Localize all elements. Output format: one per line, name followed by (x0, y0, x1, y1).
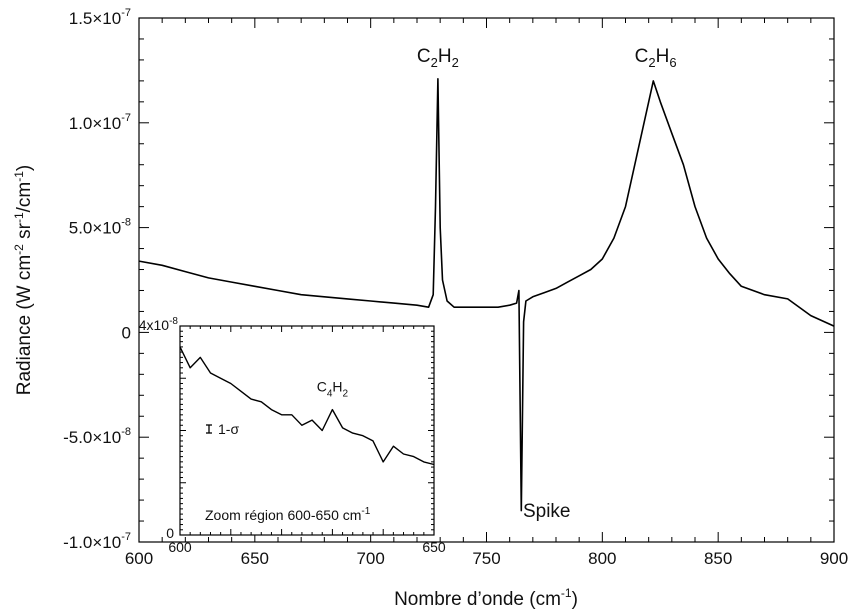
annotation-c2h2-part-0: C (417, 46, 431, 67)
inset-species-part-3: 2 (343, 388, 349, 399)
inset-y-top-label: 4x10-8 (139, 316, 179, 333)
x-tick-label: 900 (820, 549, 848, 568)
y-axis-title: Radiance (W cm-2 sr-1/cm-1) (12, 165, 35, 395)
annotation-c2h6-part-1: 2 (648, 55, 655, 70)
annotation-spike: Spike (523, 501, 571, 522)
annotation-c2h2-part-2: H (438, 46, 452, 67)
x-axis-title-tail: ) (572, 589, 578, 610)
annotation-c2h2-part-3: 2 (452, 55, 459, 70)
main-axis-ticks (138, 17, 835, 543)
x-tick-label: 800 (588, 549, 616, 568)
main-series-layer (138, 78, 835, 512)
inset-frame (179, 325, 435, 536)
y-axis-title-part-2: sr (14, 222, 35, 244)
inset-title: Zoom région 600-650 cm-1 (205, 506, 371, 523)
inset-y-top-mantissa: 4x10 (139, 317, 170, 333)
x-axis-title: Nombre d’onde (cm-1) (394, 586, 578, 610)
x-tick-label: 600 (125, 549, 153, 568)
y-tick-label: 0 (122, 323, 131, 342)
inset-y-bottom-label: 0 (166, 525, 174, 541)
y-tick-mantissa: -1.0×10 (63, 533, 121, 552)
x-tick-label: 750 (472, 549, 500, 568)
inset-title-base: Zoom région 600-650 cm (205, 507, 361, 523)
y-axis-title-part-1: -2 (12, 244, 26, 255)
inset-line (179, 346, 435, 466)
y-axis-title-part-3: -1 (12, 212, 26, 223)
y-axis-title-part-5: -1 (12, 171, 26, 182)
annotation-c2h2: C2H2 (417, 46, 459, 70)
annotation-c2h2-part-1: 2 (431, 55, 438, 70)
y-tick-exponent: -7 (121, 7, 131, 19)
inset-ticks (179, 325, 435, 536)
y-tick-mantissa: 0 (122, 323, 131, 342)
y-tick-label: -1.0×10-7 (63, 531, 131, 552)
y-tick-label: -5.0×10-8 (63, 426, 131, 447)
main-tick-labels: 600 650 700 750 800 850 900-1.0×10-7-5.0×10-80… (63, 7, 848, 568)
inset-species-part-1: 4 (327, 388, 333, 399)
y-tick-exponent: -8 (121, 426, 131, 438)
inset-species-label: C4H2 (317, 378, 349, 399)
annotation-c2h6-part-0: C (635, 46, 649, 67)
inset-y-top-exponent: -8 (169, 316, 178, 327)
y-tick-exponent: -7 (121, 112, 131, 124)
y-tick-exponent: -8 (121, 217, 131, 229)
y-tick-mantissa: 5.0×10 (69, 219, 121, 238)
inset-x-tick-label: 650 (422, 539, 446, 555)
x-tick-label: 850 (704, 549, 732, 568)
inset-x-tick-label: 600 (168, 539, 192, 555)
x-tick-label: 650 (241, 549, 269, 568)
inset-species-part-0: C (317, 378, 327, 394)
annotation-c2h6-part-3: 6 (669, 55, 676, 70)
y-tick-label: 5.0×10-8 (69, 217, 131, 238)
y-tick-mantissa: -5.0×10 (63, 428, 121, 447)
annotation-spike-part-0: Spike (523, 501, 571, 522)
y-axis-title-part-0: Radiance (W cm (14, 255, 35, 395)
y-tick-label: 1.0×10-7 (69, 112, 131, 133)
x-axis-title-sup: -1 (561, 586, 572, 600)
y-axis-title-part-6: ) (14, 165, 35, 171)
annotation-c2h6: C2H6 (635, 46, 677, 70)
inset-species-part-2: H (332, 378, 342, 394)
x-tick-label: 700 (356, 549, 384, 568)
y-tick-mantissa: 1.0×10 (69, 114, 121, 133)
y-tick-exponent: -7 (121, 531, 131, 543)
y-tick-label: 1.5×10-7 (69, 7, 131, 28)
inset-series-layer (179, 346, 435, 466)
inset-zoom: 600 650 4x10-8 0 C4H2 1-σ Zoom région 600-650 … (139, 316, 446, 555)
inset-labels: 600 650 4x10-8 0 C4H2 1-σ Zoom région 600-650 … (139, 316, 446, 555)
sigma-label: 1-σ (218, 421, 239, 437)
y-axis-title-part-4: /cm (14, 182, 35, 213)
x-axis-title-base: Nombre d’onde (cm (394, 589, 561, 610)
inset-title-sup: -1 (361, 506, 370, 517)
annotation-c2h6-part-2: H (656, 46, 670, 67)
spectrum-line (138, 78, 835, 512)
y-tick-mantissa: 1.5×10 (69, 9, 121, 28)
